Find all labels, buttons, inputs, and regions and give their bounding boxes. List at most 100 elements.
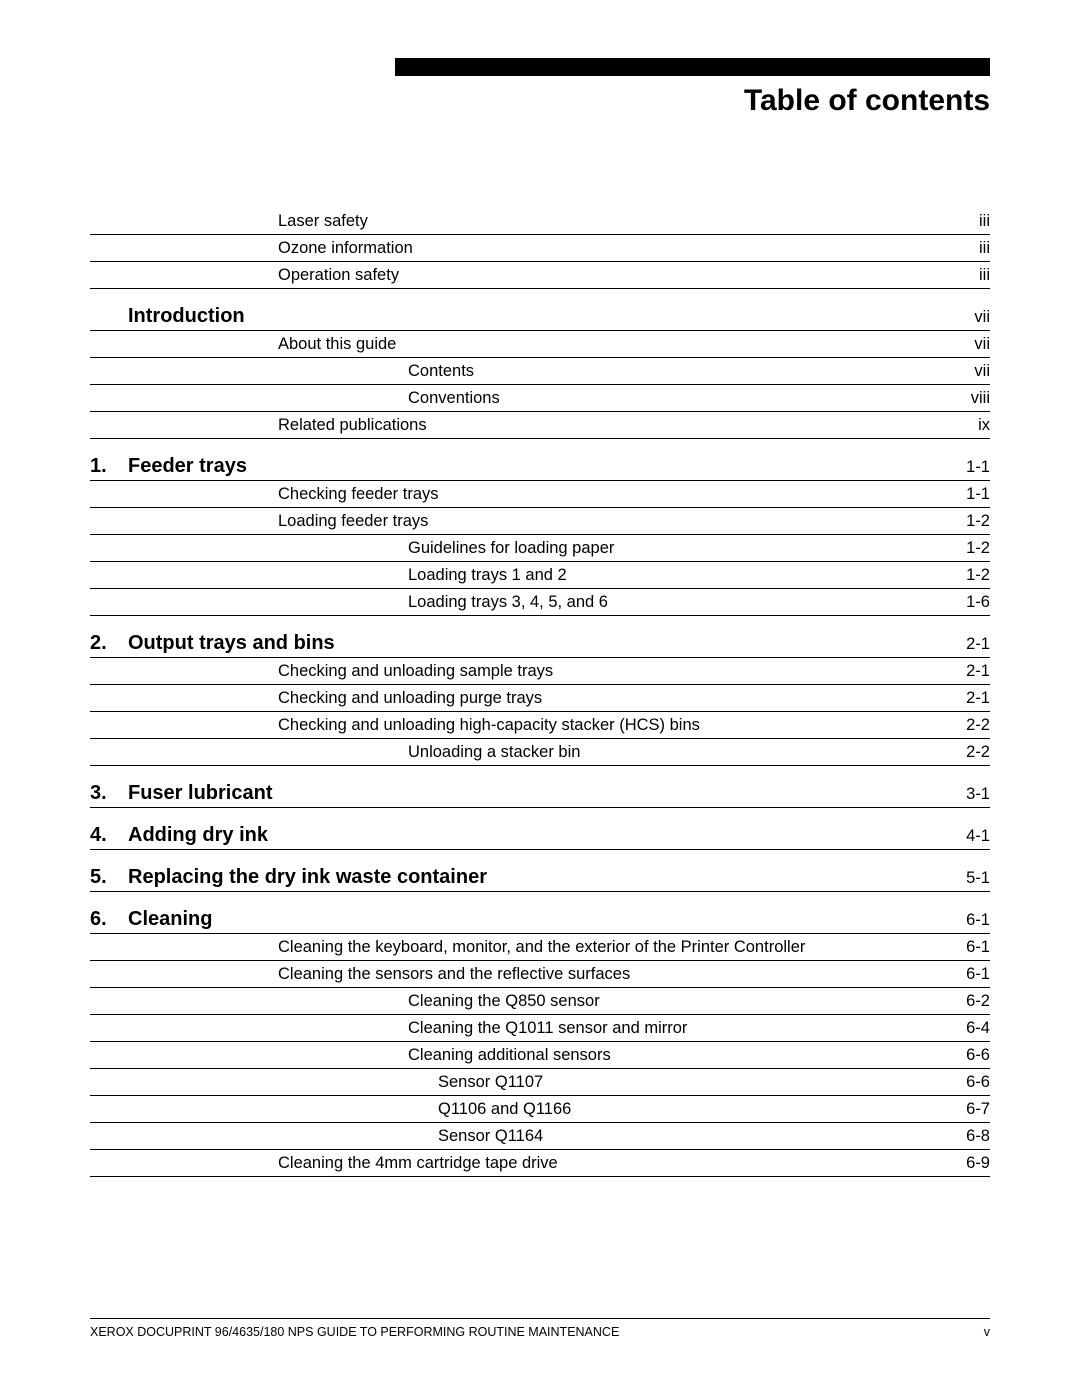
toc-page-ref: iii [930, 266, 990, 285]
toc-heading-number: 6. [90, 908, 128, 931]
toc-page-ref: 6-8 [930, 1127, 990, 1146]
toc-page-ref: 6-1 [930, 938, 990, 957]
toc-entry-label: Loading trays 1 and 2 [90, 566, 930, 585]
toc-page-ref: vii [930, 335, 990, 354]
toc-entry-label: Checking and unloading high-capacity sta… [90, 716, 930, 735]
toc-entry-row: Unloading a stacker bin2-2 [90, 739, 990, 766]
toc-entry-row: Cleaning additional sensors6-6 [90, 1042, 990, 1069]
toc-entry-label: Checking and unloading sample trays [90, 662, 930, 681]
toc-page-ref: 6-1 [930, 965, 990, 984]
toc-page-ref: 6-2 [930, 992, 990, 1011]
toc-entry-row: About this guidevii [90, 331, 990, 358]
toc-page-ref: 5-1 [930, 869, 990, 888]
toc-heading-label: Adding dry ink [128, 824, 930, 847]
toc-entry-label: About this guide [90, 335, 930, 354]
toc-heading-number: 2. [90, 632, 128, 655]
toc-heading-number: 1. [90, 455, 128, 478]
toc-entry-row: Checking feeder trays1-1 [90, 481, 990, 508]
toc-entry-row: Ozone informationiii [90, 235, 990, 262]
toc-entry-row: Related publicationsix [90, 412, 990, 439]
toc-page-ref: 2-1 [930, 635, 990, 654]
toc-heading-number: 4. [90, 824, 128, 847]
toc-page-ref: 1-1 [930, 485, 990, 504]
toc-entry-label: Checking feeder trays [90, 485, 930, 504]
toc-page-ref: vii [930, 308, 990, 327]
toc-entry-label: Cleaning the 4mm cartridge tape drive [90, 1154, 930, 1173]
toc-entry-row: Cleaning the Q1011 sensor and mirror6-4 [90, 1015, 990, 1042]
toc-entry-row: Checking and unloading purge trays2-1 [90, 685, 990, 712]
toc-entry-row: Loading feeder trays1-2 [90, 508, 990, 535]
toc-entry-label: Cleaning the sensors and the reflective … [90, 965, 930, 984]
toc-page-ref: 6-4 [930, 1019, 990, 1038]
toc-heading-label: Feeder trays [128, 455, 930, 478]
toc-entry-label: Guidelines for loading paper [90, 539, 930, 558]
toc-body: Laser safetyiiiOzone informationiiiOpera… [90, 208, 990, 1177]
toc-page-ref: vii [930, 362, 990, 381]
toc-page-ref: iii [930, 239, 990, 258]
toc-entry-row: Loading trays 3, 4, 5, and 61-6 [90, 589, 990, 616]
toc-heading-number: 3. [90, 782, 128, 805]
toc-page-ref: 2-2 [930, 743, 990, 762]
toc-page-ref: 1-6 [930, 593, 990, 612]
toc-heading-label: Fuser lubricant [128, 782, 930, 805]
toc-page-ref: ix [930, 416, 990, 435]
toc-heading-label: Replacing the dry ink waste container [128, 866, 930, 889]
toc-entry-label: Unloading a stacker bin [90, 743, 930, 762]
footer: XEROX DOCUPRINT 96/4635/180 NPS GUIDE TO… [90, 1318, 990, 1339]
toc-page-ref: 1-1 [930, 458, 990, 477]
toc-entry-row: Operation safetyiii [90, 262, 990, 289]
toc-heading-row: 3.Fuser lubricant3-1 [90, 772, 990, 808]
toc-heading-row: 1.Feeder trays1-1 [90, 445, 990, 481]
toc-heading-row: 4.Adding dry ink4-1 [90, 814, 990, 850]
toc-entry-label: Related publications [90, 416, 930, 435]
toc-entry-label: Cleaning additional sensors [90, 1046, 930, 1065]
toc-entry-row: Guidelines for loading paper1-2 [90, 535, 990, 562]
toc-page-ref: 6-1 [930, 911, 990, 930]
toc-entry-row: Cleaning the keyboard, monitor, and the … [90, 934, 990, 961]
toc-heading-number: 5. [90, 866, 128, 889]
header-rule [395, 58, 990, 76]
toc-entry-label: Sensor Q1164 [90, 1127, 930, 1146]
toc-entry-label: Loading feeder trays [90, 512, 930, 531]
toc-entry-label: Laser safety [90, 212, 930, 231]
toc-entry-label: Contents [90, 362, 930, 381]
toc-entry-row: Cleaning the Q850 sensor6-2 [90, 988, 990, 1015]
toc-entry-label: Cleaning the keyboard, monitor, and the … [90, 938, 930, 957]
toc-entry-row: Cleaning the 4mm cartridge tape drive6-9 [90, 1150, 990, 1177]
toc-heading-label: Introduction [128, 305, 930, 328]
page-title: Table of contents [90, 84, 990, 118]
toc-heading-row: 2.Output trays and bins2-1 [90, 622, 990, 658]
toc-entry-label: Q1106 and Q1166 [90, 1100, 930, 1119]
toc-entry-label: Operation safety [90, 266, 930, 285]
toc-heading-label: Output trays and bins [128, 632, 930, 655]
toc-entry-row: Cleaning the sensors and the reflective … [90, 961, 990, 988]
toc-entry-label: Cleaning the Q850 sensor [90, 992, 930, 1011]
toc-page-ref: 1-2 [930, 566, 990, 585]
toc-heading-row: 5.Replacing the dry ink waste container5… [90, 856, 990, 892]
toc-entry-row: Checking and unloading sample trays2-1 [90, 658, 990, 685]
toc-entry-row: Contentsvii [90, 358, 990, 385]
toc-entry-label: Cleaning the Q1011 sensor and mirror [90, 1019, 930, 1038]
toc-entry-row: Sensor Q11076-6 [90, 1069, 990, 1096]
toc-entry-row: Q1106 and Q11666-7 [90, 1096, 990, 1123]
toc-page-ref: 6-6 [930, 1073, 990, 1092]
toc-entry-label: Conventions [90, 389, 930, 408]
toc-page-ref: viii [930, 389, 990, 408]
toc-entry-label: Sensor Q1107 [90, 1073, 930, 1092]
toc-heading-label: Cleaning [128, 908, 930, 931]
toc-entry-row: Loading trays 1 and 21-2 [90, 562, 990, 589]
footer-text: XEROX DOCUPRINT 96/4635/180 NPS GUIDE TO… [90, 1325, 619, 1339]
toc-page-ref: 1-2 [930, 539, 990, 558]
page-container: Table of contents Laser safetyiiiOzone i… [0, 0, 1080, 1227]
toc-entry-row: Sensor Q11646-8 [90, 1123, 990, 1150]
toc-page-ref: 1-2 [930, 512, 990, 531]
toc-page-ref: iii [930, 212, 990, 231]
footer-page-number: v [984, 1325, 990, 1339]
toc-page-ref: 4-1 [930, 827, 990, 846]
toc-heading-row: Introductionvii [90, 295, 990, 331]
toc-entry-label: Loading trays 3, 4, 5, and 6 [90, 593, 930, 612]
toc-page-ref: 2-1 [930, 689, 990, 708]
toc-heading-row: 6.Cleaning6-1 [90, 898, 990, 934]
toc-page-ref: 6-9 [930, 1154, 990, 1173]
toc-entry-row: Checking and unloading high-capacity sta… [90, 712, 990, 739]
